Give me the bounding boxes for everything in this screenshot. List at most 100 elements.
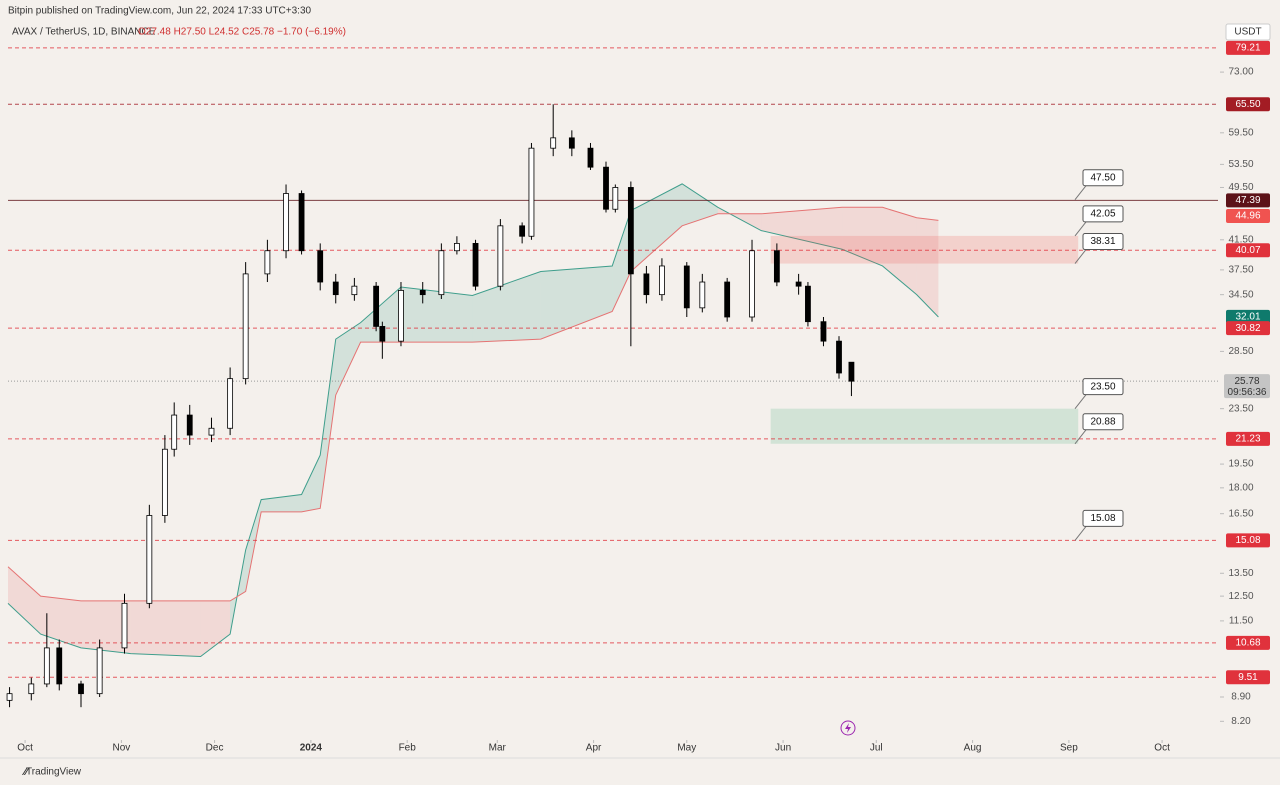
y-tick-label: 53.50 [1228,159,1253,170]
callout-box [1082,205,1124,223]
brand-logo-mark: ⁄∕ [21,766,30,778]
candle-body [528,147,535,237]
cloud-fill [81,600,131,654]
candle-body [419,289,426,296]
price-badge [1226,670,1270,685]
event-icon[interactable] [840,720,856,736]
y-tick-label: 8.20 [1231,716,1251,727]
candle-body [550,137,557,149]
candle-body [96,647,103,695]
candle-body [6,693,13,701]
candle-body [398,289,404,342]
cloud-fill [320,339,336,509]
candle-body [121,602,128,649]
candle-body [836,340,842,374]
y-tick-label: 16.50 [1228,508,1253,519]
candle-body [438,250,445,296]
candle-body [283,193,289,252]
y-tick-label: 23.50 [1228,403,1253,414]
candle-body [317,250,324,283]
candle-body [351,285,358,296]
y-tick-label: 59.50 [1228,127,1253,138]
y-tick-label: 11.50 [1229,616,1254,627]
candle-body [56,647,63,685]
x-tick-label: May [677,743,696,754]
callout-pointer [1074,221,1087,237]
countdown: 09:56:36 [1228,387,1267,398]
candle-body [659,265,665,296]
callout-label: 23.50 [1090,381,1115,392]
y-tick-label: 37.50 [1228,265,1253,276]
candle-body [264,250,271,275]
last-price-label: 25.78 [1234,376,1259,387]
cloud-fill [540,265,613,340]
candle-body [820,321,827,342]
price-badge [1226,321,1270,336]
candle-body [627,187,634,275]
x-tick-label: Jul [870,743,883,754]
candle-body [643,273,650,296]
price-badge [1226,309,1270,324]
price-badge-label: 40.07 [1235,245,1260,256]
candle-body [208,427,215,436]
callout-box [1082,509,1124,527]
cloud-fill [842,207,883,266]
currency: USDT [1234,27,1261,38]
x-tick-label: 2024 [300,743,323,754]
candle-body [724,281,731,318]
candle-body [373,285,380,327]
callout-box [1082,233,1124,251]
callout-label: 47.50 [1090,172,1115,183]
cloud-fill [8,566,41,635]
cloud-fill [360,287,401,343]
cloud-fill [612,210,631,312]
callout-pointer [1074,249,1087,264]
candle-body [699,281,706,309]
candle-body [749,250,755,318]
price-badge-label: 44.96 [1235,211,1260,222]
candle-body [171,414,178,450]
x-tick-label: Oct [17,743,33,754]
x-tick-label: Aug [964,743,982,754]
candle-body [379,326,386,342]
candle-body [146,515,153,604]
price-badge-label: 65.50 [1235,99,1260,110]
candle-body [453,243,460,252]
cloud-fill [130,600,201,657]
callout-label: 42.05 [1090,209,1115,220]
price-badge-label: 79.21 [1235,42,1260,53]
y-tick-label: 18.00 [1228,482,1253,493]
cloud-fill [301,455,321,512]
candle-body [603,166,609,210]
callout-label: 15.08 [1090,513,1115,524]
x-tick-label: Feb [399,743,417,754]
y-tick-label: 12.50 [1228,591,1253,602]
callout-pointer [1074,185,1087,201]
x-tick-label: Nov [112,743,130,754]
y-tick-label: 41.50 [1228,234,1253,245]
callout-label: 20.88 [1090,416,1115,427]
cloud-fill [245,499,262,592]
candle-body [78,683,84,695]
callout-box [1082,378,1124,396]
x-tick-label: Sep [1060,743,1078,754]
cloud-fill [261,494,302,512]
callout-pointer [1074,394,1087,409]
candle-body [298,193,305,252]
callout-pointer [1074,429,1087,445]
price-badge [1226,193,1270,208]
price-badge-label: 21.23 [1235,433,1260,444]
currency-box[interactable] [1225,23,1271,41]
x-tick-label: Mar [489,743,507,754]
price-badge-label: 47.39 [1235,195,1260,206]
event-icon-bolt [845,723,851,733]
y-tick-label: 8.90 [1231,692,1251,703]
y-tick-label: 49.50 [1228,182,1253,193]
x-tick-label: Oct [1154,743,1170,754]
candle-body [227,378,234,429]
candle-body [683,265,690,309]
candle-body [28,683,35,695]
y-tick-label: 28.50 [1228,346,1253,357]
